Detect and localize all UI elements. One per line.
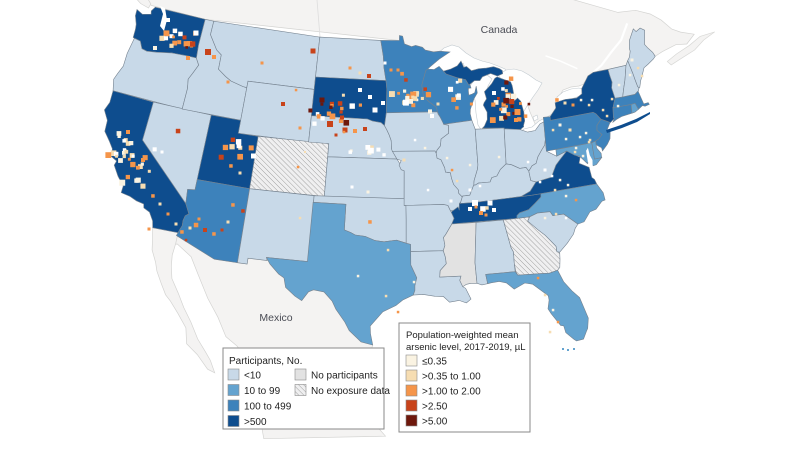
svg-text:>5.00: >5.00	[422, 417, 448, 428]
svg-text:Canada: Canada	[481, 24, 518, 36]
svg-text:10 to 99: 10 to 99	[244, 386, 281, 397]
svg-text:Participants, No.: Participants, No.	[229, 356, 302, 367]
svg-text:>0.35 to 1.00: >0.35 to 1.00	[422, 372, 481, 383]
svg-text:Mexico: Mexico	[259, 312, 292, 324]
svg-text:>2.50: >2.50	[422, 402, 448, 413]
svg-text:Population-weighted mean: Population-weighted mean	[406, 330, 519, 341]
svg-text:arsenic level, 2017-2019, µL: arsenic level, 2017-2019, µL	[406, 342, 526, 353]
svg-text:>1.00 to 2.00: >1.00 to 2.00	[422, 387, 481, 398]
svg-text:>500: >500	[244, 417, 267, 428]
svg-text:No participants: No participants	[311, 371, 378, 382]
svg-text:100 to 499: 100 to 499	[244, 402, 292, 413]
svg-text:No exposure data: No exposure data	[311, 386, 390, 397]
svg-text:<10: <10	[244, 371, 261, 382]
svg-text:≤0.35: ≤0.35	[422, 357, 447, 368]
